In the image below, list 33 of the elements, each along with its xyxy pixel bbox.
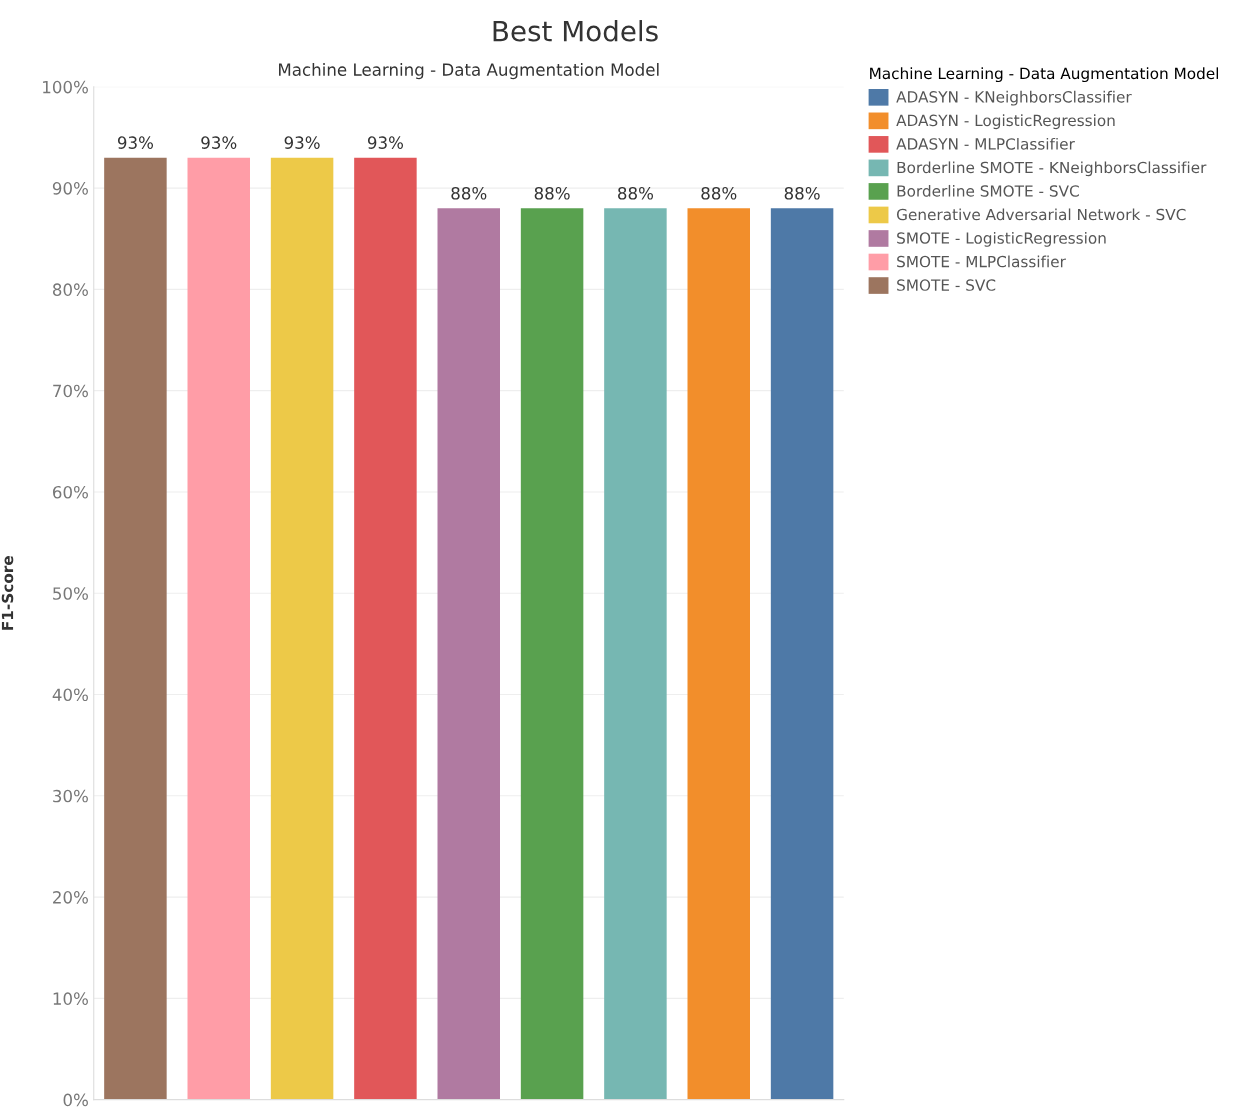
legend-label: SMOTE - LogisticRegression [897, 231, 1106, 247]
legend-label: ADASYN - MLPClassifier [896, 137, 1075, 150]
chart-title: Best Models [493, 20, 658, 42]
y-tick-label: 0% [63, 1093, 88, 1107]
data-label: 93% [117, 136, 154, 149]
y-tick-label: 100% [43, 80, 88, 94]
data-label: 88% [534, 186, 570, 200]
y-tick-label: 20% [53, 891, 88, 904]
legend-label: SMOTE - MLPClassifier [897, 255, 1066, 268]
y-axis-title: F1-Score [1, 556, 14, 630]
legend-label: SMOTE - SVC [897, 279, 996, 291]
y-tick-label: 90% [52, 182, 88, 195]
data-label: 88% [451, 186, 487, 200]
y-tick-label: 10% [53, 992, 88, 1005]
legend-label: ADASYN - KNeighborsClassifier [896, 90, 1132, 106]
legend-label: ADASYN - LogisticRegression [896, 114, 1115, 130]
legend-label: Borderline SMOTE - SVC [897, 184, 1079, 197]
data-label: 88% [701, 186, 737, 200]
legend-title: Machine Learning - Data Augmentation Model [870, 67, 1219, 83]
data-label: 88% [618, 186, 654, 200]
y-tick-label: 40% [52, 688, 88, 702]
legend-label: Borderline SMOTE - KNeighborsClassifier [897, 161, 1207, 177]
data-label: 93% [284, 136, 320, 149]
y-tick-label: 50% [53, 587, 88, 600]
x-axis-title: Machine Learning - Data Augmentation Model [279, 63, 659, 80]
data-label: 93% [367, 136, 404, 149]
y-tick-label: 70% [53, 384, 88, 398]
data-label: 93% [201, 136, 237, 149]
y-tick-label: 30% [53, 789, 88, 803]
legend-label: Generative Adversarial Network - SVC [896, 208, 1186, 221]
y-tick-label: 60% [53, 485, 88, 499]
data-label: 88% [784, 186, 820, 200]
y-tick-label: 80% [52, 283, 88, 296]
